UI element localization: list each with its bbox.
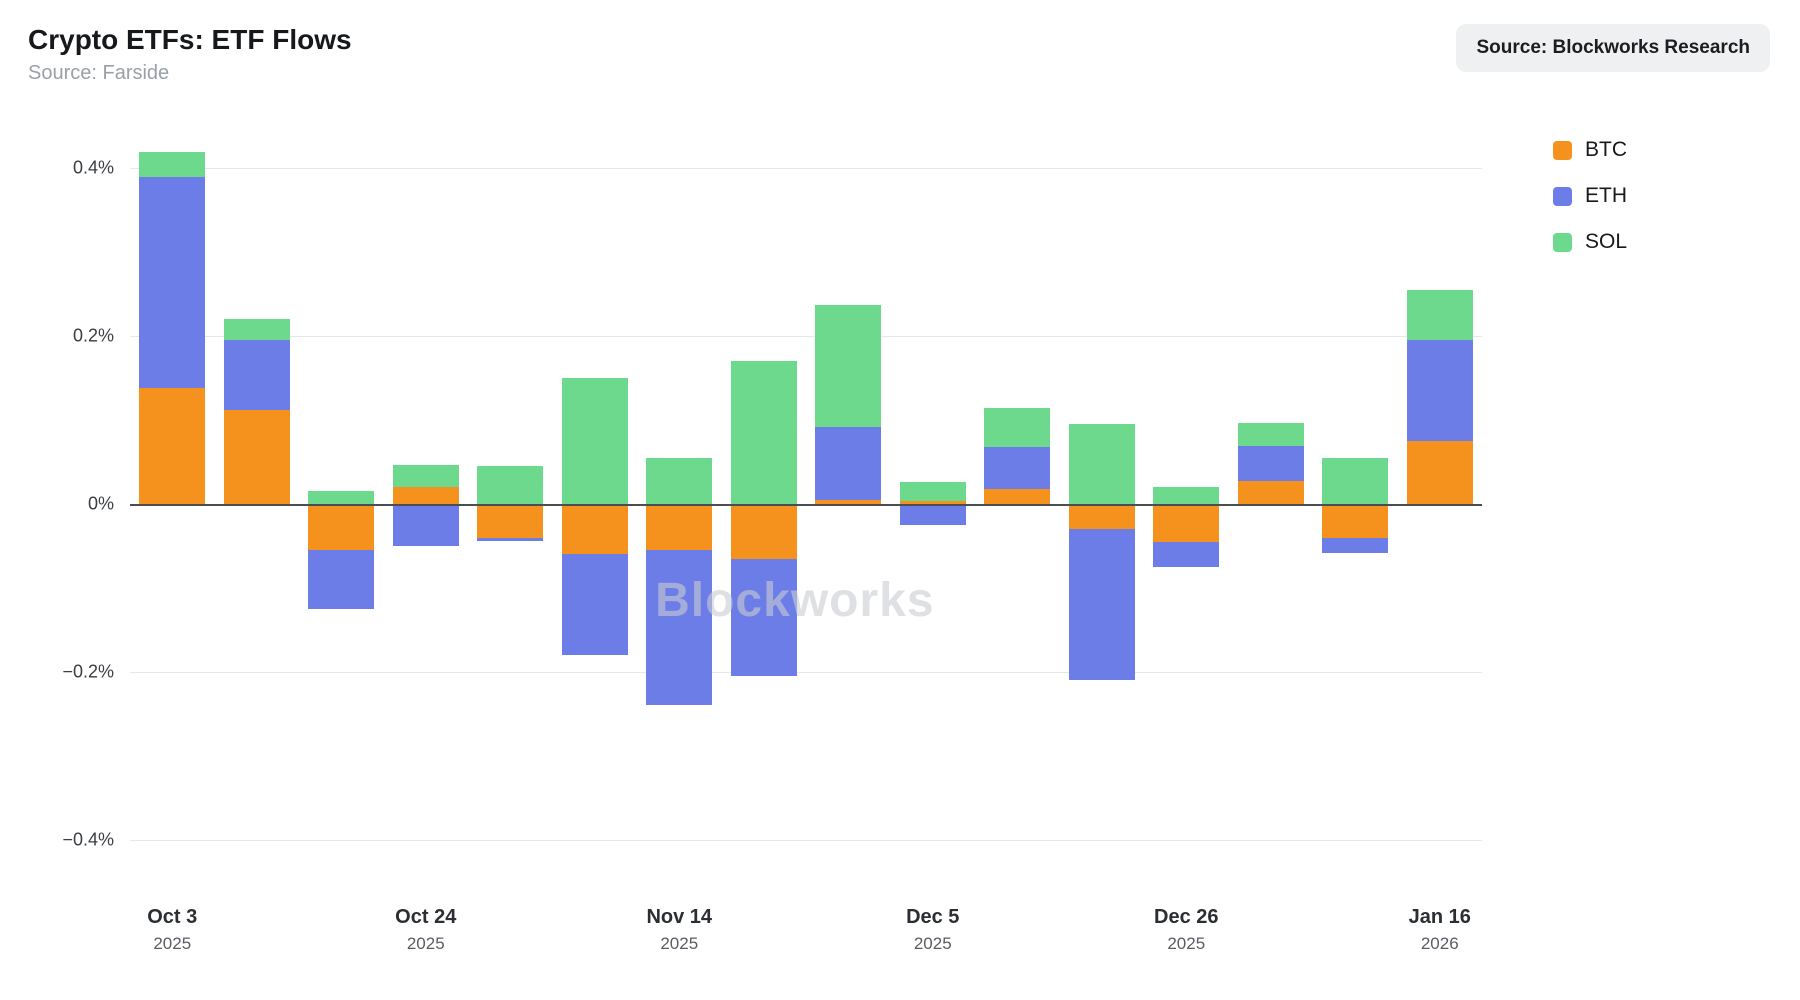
bar-segment-btc-dec-12 xyxy=(984,488,1051,504)
bar-segment-eth-oct-3 xyxy=(139,176,206,389)
x-tick-date: Dec 5 xyxy=(906,906,960,928)
zero-axis-line xyxy=(130,504,1482,506)
bar-segment-btc-oct-31 xyxy=(477,504,544,538)
source-badge: Source: Blockworks Research xyxy=(1456,24,1770,72)
bar-segment-btc-nov-14 xyxy=(646,504,713,551)
x-tick-date: Oct 24 xyxy=(395,906,457,928)
bar-segment-btc-oct-3 xyxy=(139,388,206,504)
legend-item-btc: BTC xyxy=(1553,138,1627,162)
bar-segment-eth-nov-7 xyxy=(561,554,628,656)
bar-segment-eth-oct-10 xyxy=(223,340,290,410)
bar-segment-eth-nov-14 xyxy=(646,550,713,706)
bar-segment-sol-nov-7 xyxy=(561,378,628,504)
bar-segment-sol-dec-19 xyxy=(1068,424,1135,504)
bar-segment-eth-dec-5 xyxy=(899,504,966,525)
y-axis-tick-label: 0.4% xyxy=(72,157,114,178)
bar-segment-sol-dec-12 xyxy=(984,407,1051,447)
y-axis-tick-label: 0% xyxy=(87,493,114,514)
bar-segment-sol-dec-26 xyxy=(1153,487,1220,504)
x-tick-year: 2025 xyxy=(153,934,192,953)
bar-segment-eth-nov-21 xyxy=(730,558,797,676)
x-tick-year: 2025 xyxy=(660,934,699,953)
bar-segment-btc-nov-7 xyxy=(561,504,628,555)
bar-segment-btc-jan-9 xyxy=(1322,504,1389,538)
bar-segment-btc-nov-21 xyxy=(730,504,797,559)
bar-segment-eth-dec-12 xyxy=(984,446,1051,489)
bar-segment-eth-jan-9 xyxy=(1322,537,1389,553)
bar-segment-sol-oct-10 xyxy=(223,319,290,341)
bar-segment-btc-dec-19 xyxy=(1068,504,1135,530)
bar-segment-btc-oct-24 xyxy=(392,487,459,504)
sol-swatch-icon xyxy=(1553,232,1572,252)
page-subtitle: Source: Farside xyxy=(28,62,170,84)
gridline xyxy=(130,839,1482,841)
bar-segment-sol-oct-17 xyxy=(308,491,375,504)
bar-segment-sol-nov-14 xyxy=(646,457,713,504)
bar-segment-eth-oct-17 xyxy=(308,550,375,609)
gridline xyxy=(130,671,1482,673)
x-axis-tick-label: Nov 14 2025 xyxy=(646,906,712,954)
bar-segment-eth-jan-16 xyxy=(1406,340,1473,442)
x-tick-year: 2025 xyxy=(406,934,445,953)
legend-label: BTC xyxy=(1585,138,1627,161)
bar-segment-btc-oct-10 xyxy=(223,410,290,504)
bar-segment-btc-jan-16 xyxy=(1406,441,1473,504)
bar-segment-sol-dec-5 xyxy=(899,482,966,502)
x-tick-year: 2025 xyxy=(913,934,952,953)
bar-segment-btc-oct-17 xyxy=(308,504,375,551)
x-tick-year: 2025 xyxy=(1167,934,1206,953)
chart-legend: BTC ETH SOL xyxy=(1553,138,1627,254)
bar-segment-sol-oct-31 xyxy=(477,466,544,504)
bar-segment-eth-dec-19 xyxy=(1068,529,1135,681)
bar-segment-sol-nov-21 xyxy=(730,361,797,504)
y-axis-tick-label: −0.2% xyxy=(62,661,114,682)
x-tick-year: 2026 xyxy=(1420,934,1459,953)
legend-label: ETH xyxy=(1585,184,1627,207)
x-tick-date: Jan 16 xyxy=(1408,906,1471,928)
bar-segment-sol-jan-16 xyxy=(1406,290,1473,341)
btc-swatch-icon xyxy=(1553,140,1572,160)
page-title: Crypto ETFs: ETF Flows xyxy=(28,24,352,55)
stacked-bar-chart: Blockworks 0.4% 0.2% 0% −0.2% −0.4% Oct 3 2025… xyxy=(62,118,1482,953)
bar-segment-sol-nov-28 xyxy=(815,305,882,427)
bar-segment-eth-oct-24 xyxy=(392,504,459,546)
bar-segment-btc-dec-5 xyxy=(899,501,966,504)
y-axis-tick-label: −0.4% xyxy=(62,829,114,850)
bar-segment-sol-oct-3 xyxy=(139,151,206,177)
gridline xyxy=(130,168,1482,170)
bar-segment-sol-jan-9 xyxy=(1322,457,1389,504)
bar-segment-eth-dec-26 xyxy=(1153,541,1220,567)
bar-segment-sol-jan-2 xyxy=(1237,423,1304,447)
x-tick-date: Oct 3 xyxy=(147,906,198,928)
bar-segment-btc-dec-26 xyxy=(1153,504,1220,542)
x-axis-tick-label: Oct 24 2025 xyxy=(395,906,456,954)
x-axis-tick-label: Oct 3 2025 xyxy=(147,906,197,954)
bar-segment-eth-oct-31 xyxy=(477,537,544,541)
x-tick-date: Dec 26 xyxy=(1154,906,1219,928)
bar-segment-btc-nov-28 xyxy=(815,499,882,504)
x-tick-date: Nov 14 xyxy=(646,906,713,928)
legend-item-sol: SOL xyxy=(1553,230,1627,254)
bar-segment-sol-oct-24 xyxy=(392,465,459,488)
legend-item-eth: ETH xyxy=(1553,184,1627,208)
legend-label: SOL xyxy=(1585,230,1628,253)
bar-segment-btc-jan-2 xyxy=(1237,481,1304,504)
eth-swatch-icon xyxy=(1553,186,1572,206)
y-axis-tick-label: 0.2% xyxy=(72,325,114,346)
x-axis-tick-label: Dec 5 2025 xyxy=(906,906,959,954)
x-axis-tick-label: Jan 16 2026 xyxy=(1409,906,1471,954)
x-axis-tick-label: Dec 26 2025 xyxy=(1154,906,1219,954)
bar-segment-eth-nov-28 xyxy=(815,426,882,500)
gridline xyxy=(130,336,1482,338)
bar-segment-eth-jan-2 xyxy=(1237,446,1304,482)
